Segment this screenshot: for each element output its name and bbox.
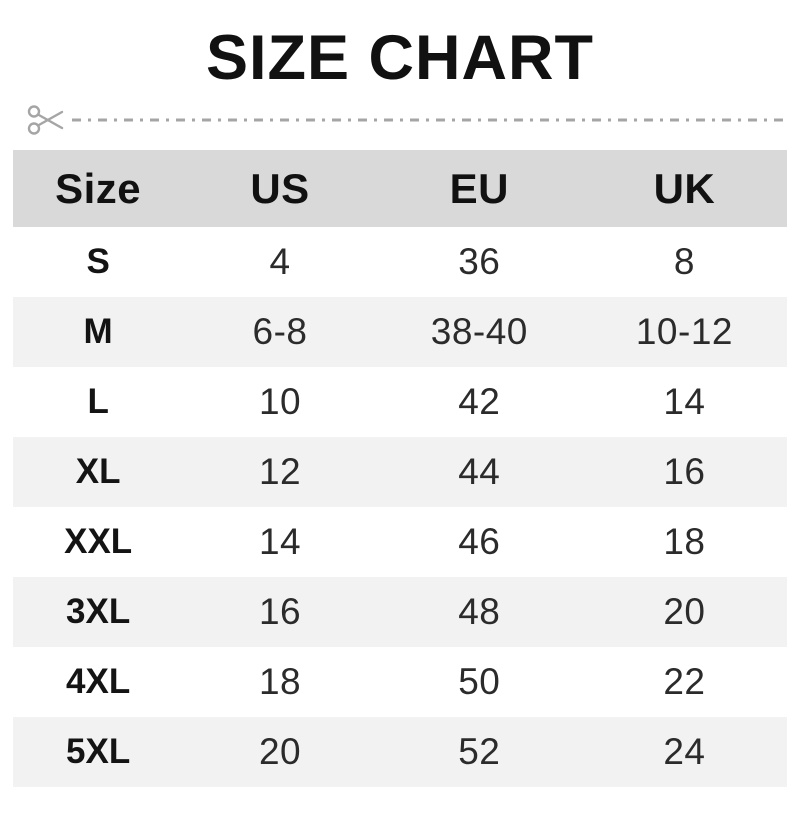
us-value: 6-8 bbox=[252, 311, 308, 352]
table-row-3xl: 3XL 16 48 20 bbox=[13, 577, 787, 647]
eu-value: 46 bbox=[458, 521, 501, 562]
eu-value: 52 bbox=[458, 731, 501, 772]
eu-value: 36 bbox=[458, 241, 501, 282]
uk-value: 8 bbox=[673, 241, 695, 282]
table-row-m: M 6-8 38-40 10-12 bbox=[13, 297, 787, 367]
table-row-5xl: 5XL 20 52 24 bbox=[13, 717, 787, 787]
scissors-icon bbox=[27, 105, 64, 135]
size-label: 5XL bbox=[66, 732, 131, 771]
col-header-eu: EU bbox=[449, 164, 509, 212]
eu-value: 42 bbox=[458, 381, 501, 422]
us-value: 16 bbox=[258, 591, 302, 632]
eu-value: 44 bbox=[458, 451, 501, 492]
table-row-xl: XL 12 44 16 bbox=[13, 437, 787, 507]
uk-value: 18 bbox=[663, 521, 706, 562]
col-header-uk: UK bbox=[653, 164, 716, 212]
us-value: 14 bbox=[258, 521, 302, 562]
size-label: M bbox=[83, 312, 113, 351]
uk-value: 20 bbox=[663, 591, 706, 632]
uk-value: 14 bbox=[663, 381, 706, 422]
size-label: XL bbox=[75, 452, 121, 491]
cut-line bbox=[0, 102, 800, 138]
size-label: XXL bbox=[64, 522, 133, 561]
table-row-4xl: 4XL 18 50 22 bbox=[13, 647, 787, 717]
eu-value: 50 bbox=[458, 661, 501, 702]
us-value: 10 bbox=[258, 381, 302, 422]
dashed-cut-line bbox=[72, 118, 788, 122]
us-value: 20 bbox=[258, 731, 302, 772]
col-header-size: Size bbox=[55, 164, 142, 212]
size-chart-table: Size US EU UK S 4 36 8 M 6-8 38-40 10-12… bbox=[13, 150, 787, 787]
uk-value: 24 bbox=[663, 731, 706, 772]
uk-value: 10-12 bbox=[635, 311, 733, 352]
page-title: SIZE CHART bbox=[206, 23, 594, 93]
size-label: 4XL bbox=[66, 662, 131, 701]
size-label: S bbox=[86, 242, 110, 281]
us-value: 4 bbox=[269, 241, 291, 282]
uk-value: 22 bbox=[663, 661, 706, 702]
size-label: 3XL bbox=[66, 592, 131, 631]
table-row-xxl: XXL 14 46 18 bbox=[13, 507, 787, 577]
us-value: 18 bbox=[258, 661, 302, 702]
table-header-row: Size US EU UK bbox=[13, 150, 787, 227]
col-header-us: US bbox=[250, 164, 310, 212]
uk-value: 16 bbox=[663, 451, 706, 492]
table-row-s: S 4 36 8 bbox=[13, 227, 787, 297]
size-chart-page: { "page": { "title": "SIZE CHART", "icon… bbox=[0, 26, 800, 826]
size-label: L bbox=[87, 382, 109, 421]
eu-value: 38-40 bbox=[430, 311, 528, 352]
table-row-l: L 10 42 14 bbox=[13, 367, 787, 437]
eu-value: 48 bbox=[458, 591, 501, 632]
us-value: 12 bbox=[258, 451, 302, 492]
